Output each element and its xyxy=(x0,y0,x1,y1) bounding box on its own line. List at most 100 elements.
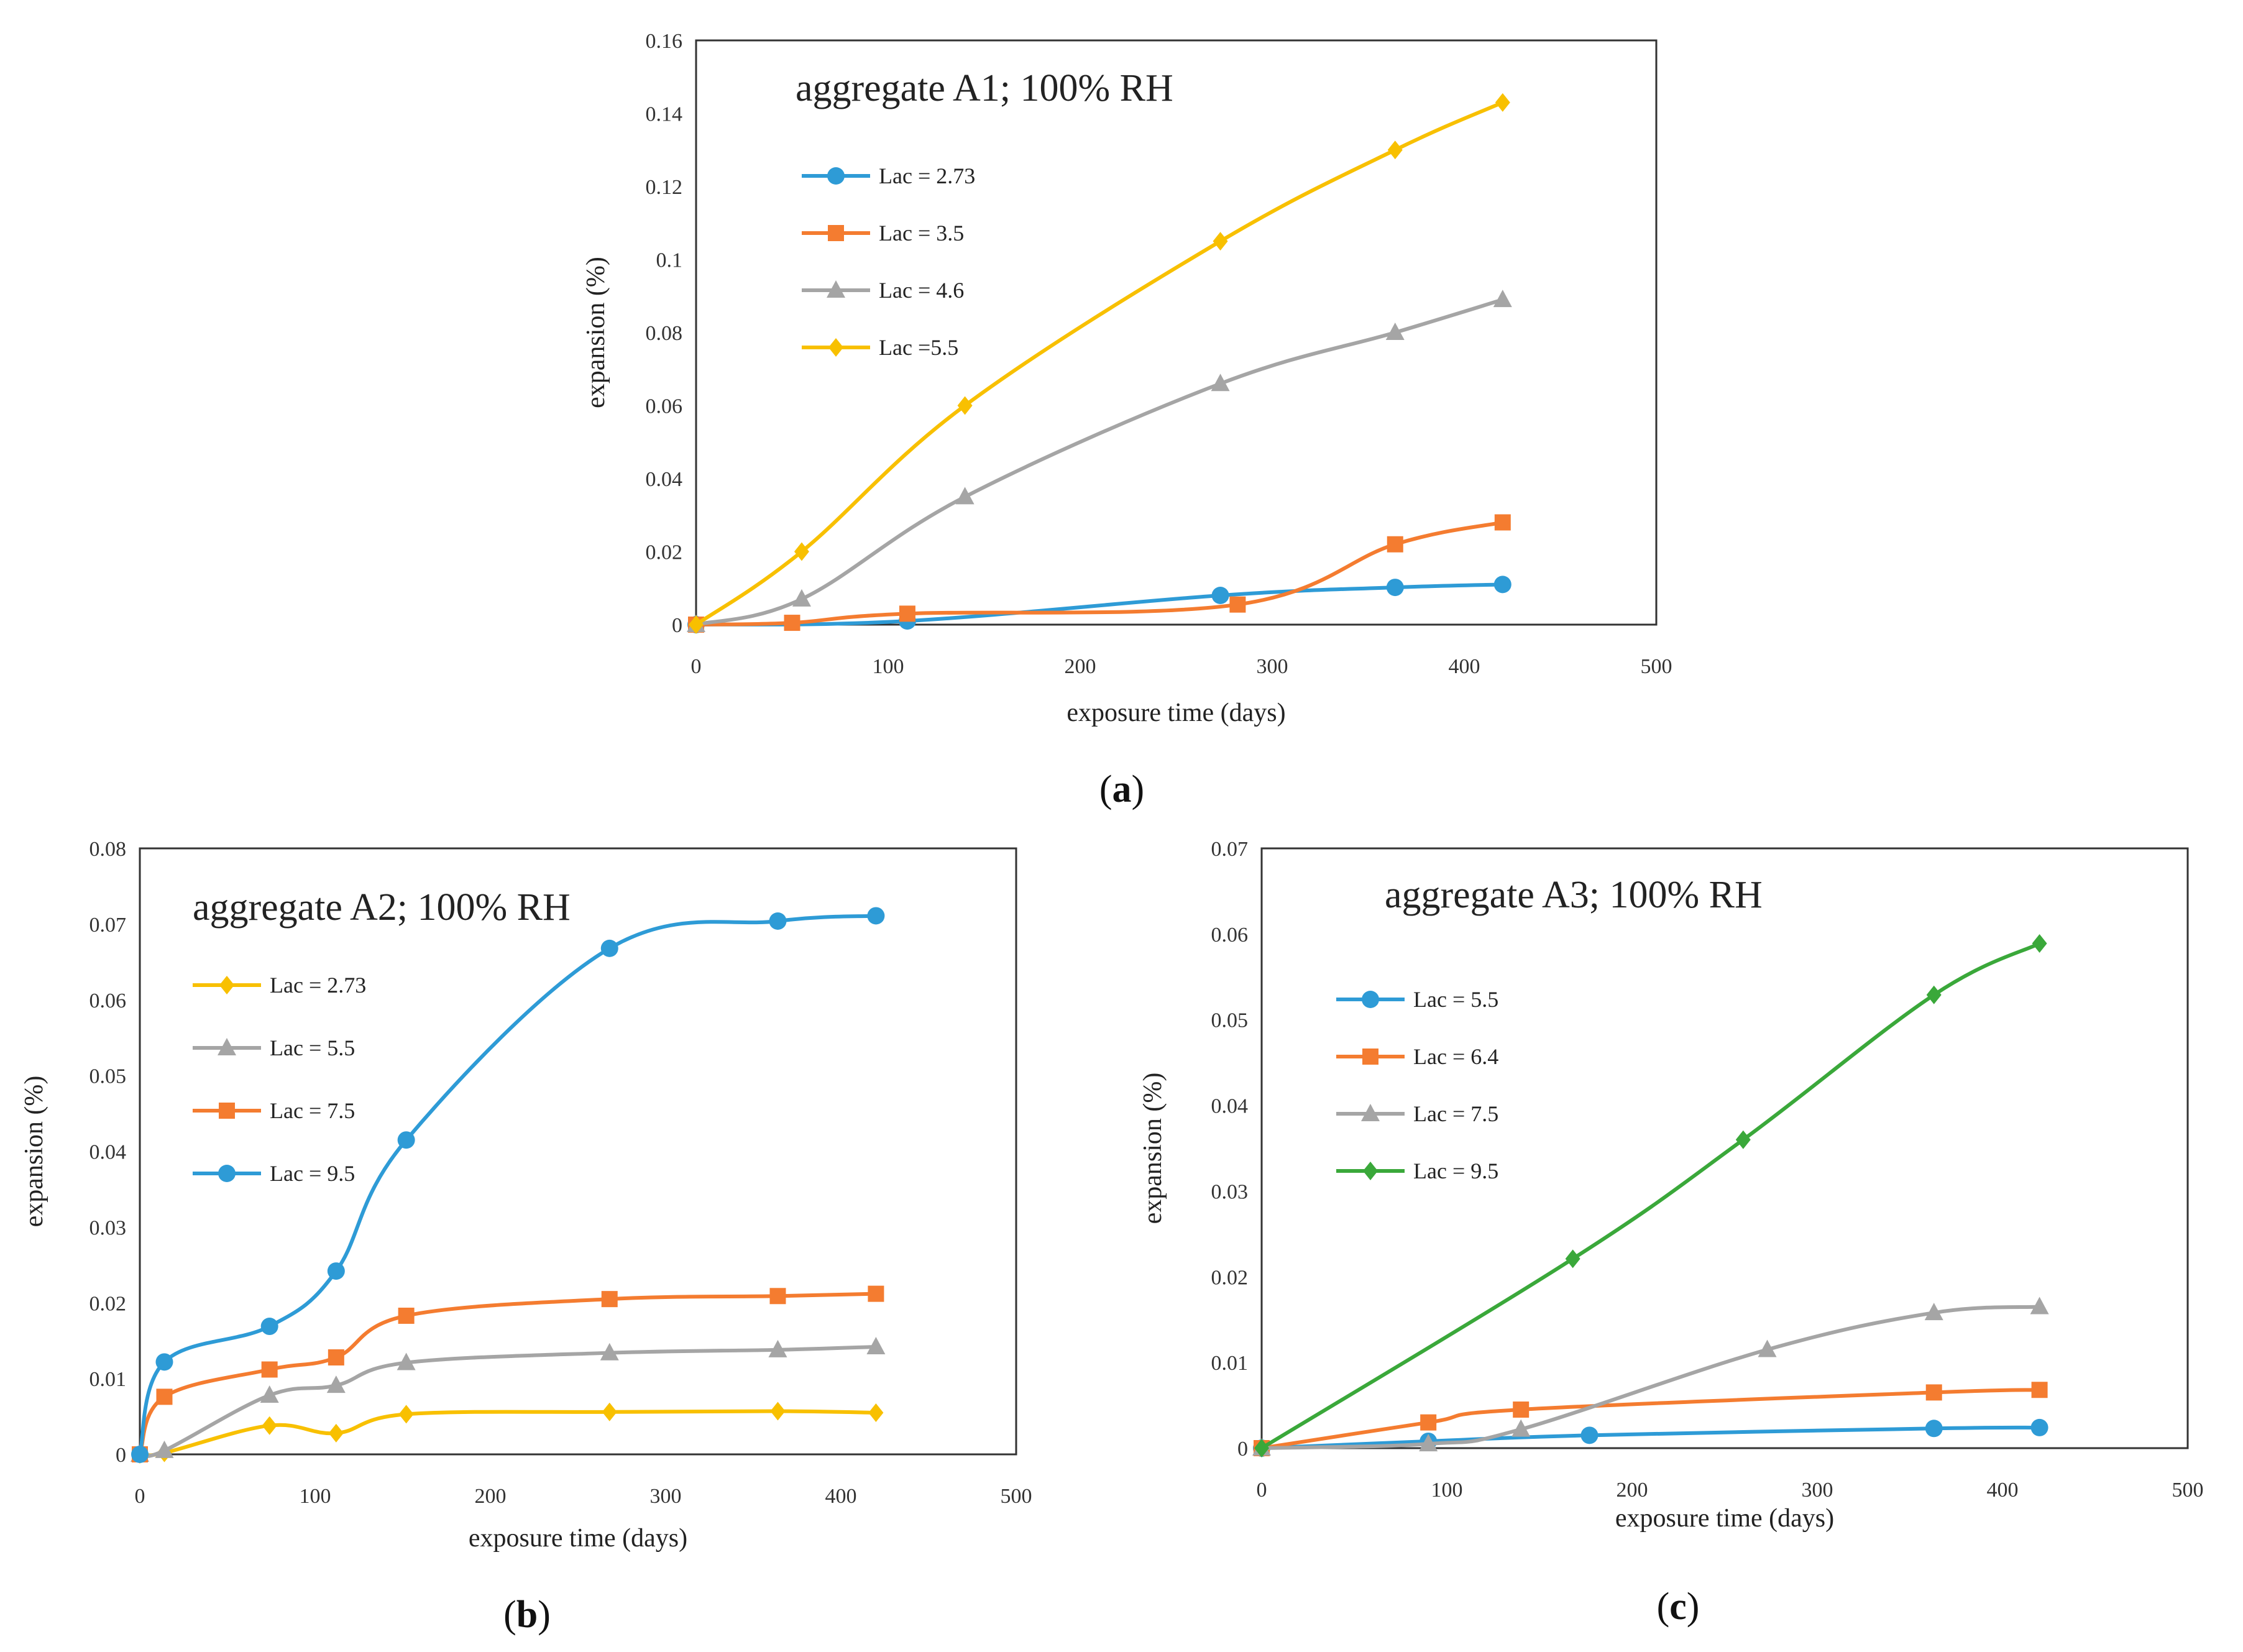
data-point xyxy=(601,1291,618,1308)
y-tick-label: 0 xyxy=(1237,1438,1248,1461)
data-point xyxy=(784,615,800,631)
x-tick-label: 400 xyxy=(1449,655,1480,678)
plot-area xyxy=(695,39,1658,626)
data-point xyxy=(1513,1401,1530,1418)
data-point xyxy=(1511,1419,1531,1437)
data-point xyxy=(398,1405,414,1424)
data-point xyxy=(1387,140,1403,160)
legend-marker xyxy=(219,976,234,994)
x-tick-label: 500 xyxy=(1001,1485,1032,1508)
data-point xyxy=(1925,1420,1943,1438)
data-point xyxy=(397,1131,415,1149)
legend-marker xyxy=(828,338,843,357)
x-tick-label: 200 xyxy=(1617,1479,1648,1502)
data-point xyxy=(866,1336,886,1354)
x-tick-label: 0 xyxy=(691,655,702,678)
y-tick-label: 0.05 xyxy=(1211,1009,1249,1032)
data-point xyxy=(1211,374,1230,392)
legend-label: Lac = 6.4 xyxy=(1413,1044,1498,1069)
legend-label: Lac = 5.5 xyxy=(1413,987,1498,1012)
x-tick-label: 100 xyxy=(873,655,904,678)
y-axis-title: expansion (%) xyxy=(582,257,610,408)
data-point xyxy=(600,1342,619,1361)
legend-marker xyxy=(218,1038,236,1055)
series-square xyxy=(132,1285,884,1462)
data-point xyxy=(1213,232,1228,251)
data-point xyxy=(328,1423,344,1443)
x-axis-title: exposure time (days) xyxy=(1066,699,1285,727)
legend-entry: Lac = 7.5 xyxy=(1336,1101,1498,1126)
y-axis-title: expansion (%) xyxy=(20,1076,48,1228)
legend-entry: Lac = 3.5 xyxy=(802,221,964,246)
y-axis-title: expansion (%) xyxy=(1139,1073,1167,1224)
legend-marker xyxy=(828,225,844,241)
legend-entry: Lac = 9.5 xyxy=(1336,1159,1498,1183)
x-tick-label: 500 xyxy=(1641,655,1672,678)
series-line xyxy=(1260,1425,2042,1450)
series-diamond xyxy=(689,93,1510,634)
legend-label: Lac = 2.73 xyxy=(270,973,366,998)
data-point xyxy=(2030,1296,2049,1315)
y-tick-label: 0.03 xyxy=(89,1216,127,1239)
data-point xyxy=(2032,934,2047,953)
series-line xyxy=(694,100,1505,626)
chart-title: aggregate A2; 100% RH xyxy=(193,886,571,929)
legend-marker xyxy=(1363,1162,1378,1180)
y-tick-label: 0.07 xyxy=(89,914,127,937)
data-point xyxy=(2031,1382,2048,1398)
series-triangle xyxy=(131,1336,886,1462)
data-point xyxy=(131,1446,149,1463)
data-point xyxy=(155,1353,173,1371)
y-tick-label: 0.02 xyxy=(646,541,683,564)
data-point xyxy=(1494,514,1511,531)
data-point xyxy=(1493,576,1511,594)
data-point xyxy=(1495,93,1510,112)
data-point xyxy=(1386,579,1404,597)
data-point xyxy=(155,1440,174,1458)
chart-a: 0 0.02 0.04 0.06 0.08 0.1 0.12 0.14 0.16 0 100 200 3… xyxy=(582,30,1672,810)
series-line xyxy=(1260,942,2042,1450)
data-point xyxy=(955,487,975,505)
data-point xyxy=(1735,1130,1751,1149)
series-triangle xyxy=(687,290,1512,632)
series-square xyxy=(688,514,1511,633)
data-point xyxy=(1758,1339,1777,1357)
legend-label: Lac = 7.5 xyxy=(270,1098,355,1123)
data-point xyxy=(328,1349,344,1365)
x-tick-label: 200 xyxy=(1065,655,1096,678)
data-point xyxy=(868,1403,884,1422)
data-point xyxy=(1387,536,1403,553)
x-tick-label: 100 xyxy=(300,1485,331,1508)
x-tick-label: 300 xyxy=(1257,655,1288,678)
data-point xyxy=(794,542,809,561)
data-point xyxy=(1565,1249,1580,1269)
x-axis-title: exposure time (days) xyxy=(469,1524,687,1553)
x-tick-label: 400 xyxy=(825,1485,857,1508)
plot-area xyxy=(139,847,1017,1456)
data-point xyxy=(792,589,811,607)
data-point xyxy=(397,1352,416,1370)
data-point xyxy=(1493,290,1512,308)
y-tick-label: 0.01 xyxy=(1211,1352,1249,1375)
y-tick-label: 0.05 xyxy=(89,1065,127,1088)
y-tick-label: 0.06 xyxy=(646,395,683,418)
data-point xyxy=(326,1375,346,1393)
data-point xyxy=(899,605,915,622)
legend-entry: Lac =5.5 xyxy=(802,335,958,360)
y-tick-label: 0 xyxy=(116,1444,126,1467)
y-tick-label: 0.08 xyxy=(646,322,683,345)
data-point xyxy=(1926,985,1942,1004)
x-tick-label: 200 xyxy=(475,1485,507,1508)
legend-label: Lac =5.5 xyxy=(879,335,958,360)
chart-title: aggregate A1; 100% RH xyxy=(796,67,1173,109)
legend-entry: Lac = 2.73 xyxy=(802,163,975,188)
x-tick-label: 400 xyxy=(1987,1479,2019,1502)
data-point xyxy=(1385,323,1405,340)
data-point xyxy=(261,1361,278,1378)
series-circle xyxy=(1253,1418,2048,1457)
data-point xyxy=(1580,1426,1599,1444)
legend-marker xyxy=(219,1103,235,1119)
legend-entry: Lac = 4.6 xyxy=(802,278,964,303)
data-point xyxy=(600,939,618,957)
